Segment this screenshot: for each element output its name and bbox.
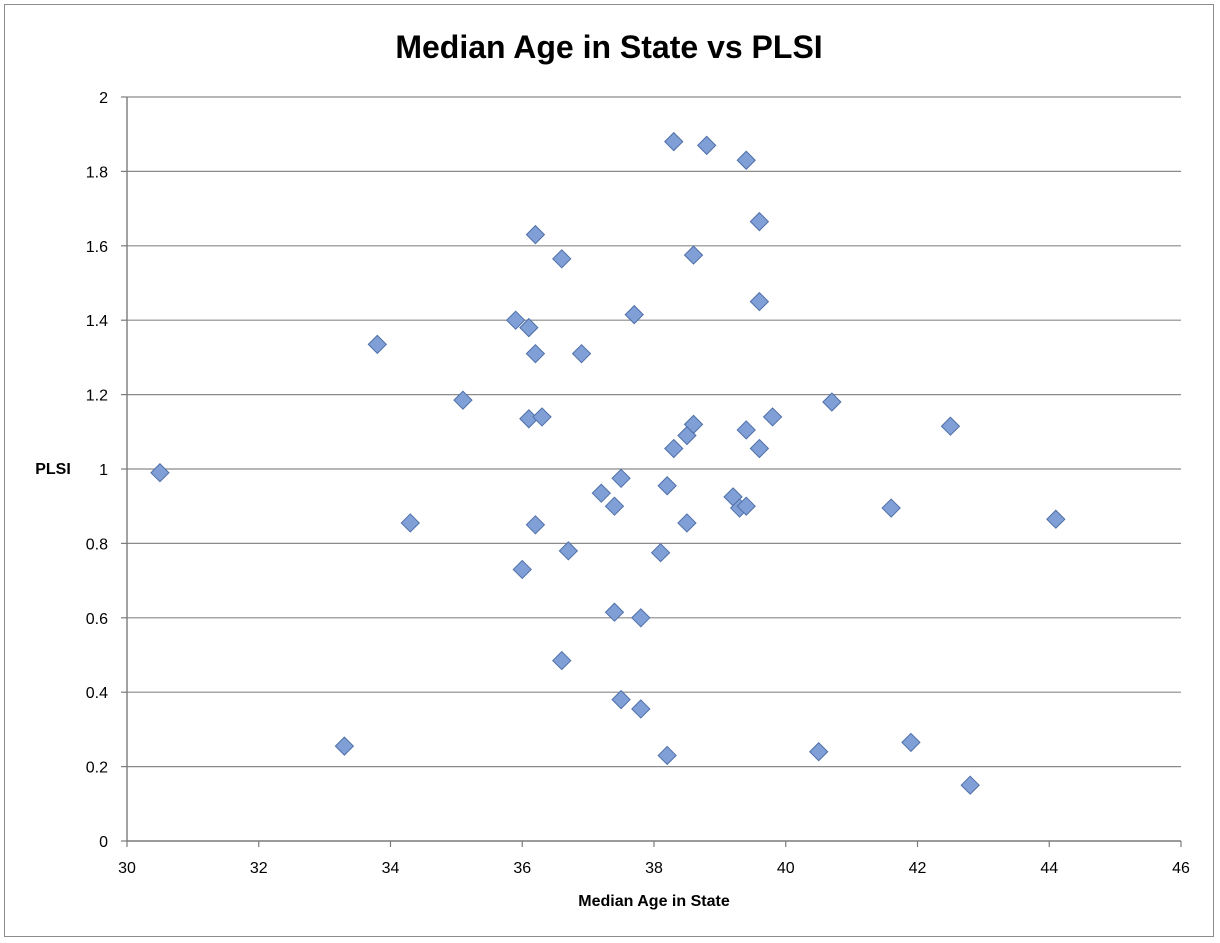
data-point bbox=[571, 343, 592, 364]
y-tick-label: 0.8 bbox=[86, 536, 108, 553]
data-point bbox=[657, 476, 677, 496]
y-tick-label: 0.6 bbox=[86, 611, 108, 628]
y-tick-label: 0.4 bbox=[86, 685, 108, 702]
data-point bbox=[604, 602, 625, 622]
y-tick-label: 1.6 bbox=[86, 239, 108, 256]
x-tick-label: 38 bbox=[645, 860, 663, 877]
data-point bbox=[552, 650, 572, 671]
data-point bbox=[367, 334, 388, 355]
y-tick-labels: 0 0.2 0.4 0.6 0.8 1 1.2 1.4 1.6 1.8 2 bbox=[86, 90, 108, 851]
data-point bbox=[657, 745, 677, 766]
data-point bbox=[558, 541, 579, 561]
data-point bbox=[808, 742, 829, 762]
x-axis-title: Median Age in State bbox=[578, 893, 730, 910]
data-point bbox=[525, 515, 546, 535]
data-point bbox=[525, 343, 546, 364]
data-point bbox=[736, 420, 756, 440]
data-point bbox=[512, 559, 532, 580]
x-tick-label: 30 bbox=[118, 860, 136, 877]
data-point bbox=[400, 513, 420, 533]
data-point bbox=[150, 463, 170, 483]
data-point bbox=[604, 496, 625, 516]
data-point bbox=[453, 390, 473, 410]
y-tick-label: 0 bbox=[99, 834, 108, 851]
data-point bbox=[683, 245, 704, 265]
y-tick-label: 1.8 bbox=[86, 164, 108, 181]
x-tick-label: 32 bbox=[250, 860, 268, 877]
data-point bbox=[762, 407, 783, 427]
y-tick-label: 0.2 bbox=[86, 760, 108, 777]
data-point bbox=[334, 736, 355, 756]
data-point bbox=[525, 224, 546, 245]
data-point bbox=[631, 608, 651, 628]
x-tick-label: 40 bbox=[777, 860, 795, 877]
data-point bbox=[519, 317, 539, 338]
x-tick-label: 34 bbox=[382, 860, 400, 877]
data-point bbox=[624, 304, 644, 325]
data-point bbox=[664, 438, 684, 459]
data-point bbox=[677, 513, 697, 533]
data-point bbox=[901, 732, 921, 753]
data-point bbox=[591, 483, 612, 503]
x-tick-labels: 30 32 34 36 38 40 42 44 46 bbox=[118, 860, 1190, 877]
chart-title: Median Age in State vs PLSI bbox=[395, 29, 822, 65]
x-tick-label: 46 bbox=[1172, 860, 1190, 877]
data-point bbox=[552, 249, 572, 269]
gridlines bbox=[127, 96, 1181, 768]
y-axis-title: PLSI bbox=[35, 461, 71, 478]
data-point bbox=[960, 775, 980, 795]
data-point bbox=[611, 689, 631, 710]
data-point bbox=[881, 498, 901, 518]
data-point bbox=[736, 150, 756, 170]
data-point bbox=[736, 496, 756, 516]
axes bbox=[121, 96, 1182, 847]
data-point bbox=[749, 291, 770, 312]
data-points bbox=[150, 131, 1066, 795]
data-point bbox=[940, 416, 961, 436]
x-tick-label: 42 bbox=[909, 860, 927, 877]
data-point bbox=[631, 699, 651, 719]
y-tick-label: 1 bbox=[99, 462, 108, 479]
x-tick-label: 36 bbox=[513, 860, 531, 877]
data-point bbox=[696, 135, 717, 156]
data-point bbox=[505, 310, 526, 330]
data-point bbox=[650, 542, 671, 563]
data-point bbox=[683, 414, 704, 435]
x-tick-label: 44 bbox=[1040, 860, 1058, 877]
chart-frame bbox=[4, 4, 1214, 937]
data-point bbox=[749, 438, 770, 459]
y-tick-label: 1.4 bbox=[86, 313, 108, 330]
data-point bbox=[664, 131, 684, 152]
data-point bbox=[1046, 509, 1066, 529]
y-tick-label: 1.2 bbox=[86, 388, 108, 405]
y-tick-label: 2 bbox=[99, 90, 108, 107]
data-point bbox=[822, 392, 842, 412]
data-point bbox=[532, 407, 552, 427]
data-point bbox=[611, 468, 631, 489]
data-point bbox=[749, 211, 770, 232]
